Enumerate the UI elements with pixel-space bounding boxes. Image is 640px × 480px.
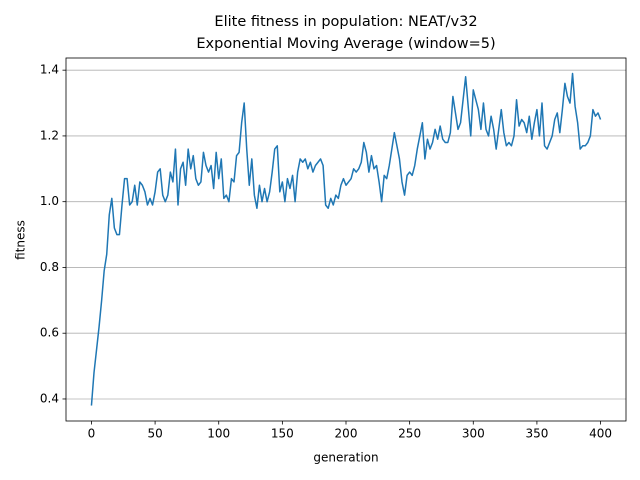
x-tick-label: 350 — [525, 427, 548, 441]
x-tick-label: 300 — [462, 427, 485, 441]
y-tick-label: 1.4 — [40, 63, 59, 77]
plot-frame — [65, 57, 627, 422]
y-tick-label: 0.6 — [40, 326, 59, 340]
chart-title: Elite fitness in population: NEAT/v32 — [214, 14, 477, 30]
chart-subtitle: Exponential Moving Average (window=5) — [196, 36, 495, 52]
x-tick-label: 0 — [88, 427, 96, 441]
x-tick-label: 250 — [398, 427, 421, 441]
y-tick-label: 0.8 — [40, 260, 59, 274]
x-axis-label: generation — [313, 451, 378, 465]
y-axis-label: fitness — [14, 220, 28, 260]
x-tick-label: 150 — [271, 427, 294, 441]
y-tick-label: 1.2 — [40, 128, 59, 142]
line-series — [90, 72, 602, 406]
x-tick-label: 100 — [207, 427, 230, 441]
x-tick-label: 50 — [147, 427, 162, 441]
y-tick-label: 1.0 — [40, 194, 59, 208]
x-tick-label: 200 — [335, 427, 358, 441]
y-tick-label: 0.4 — [40, 391, 59, 405]
x-tick-label: 400 — [589, 427, 612, 441]
